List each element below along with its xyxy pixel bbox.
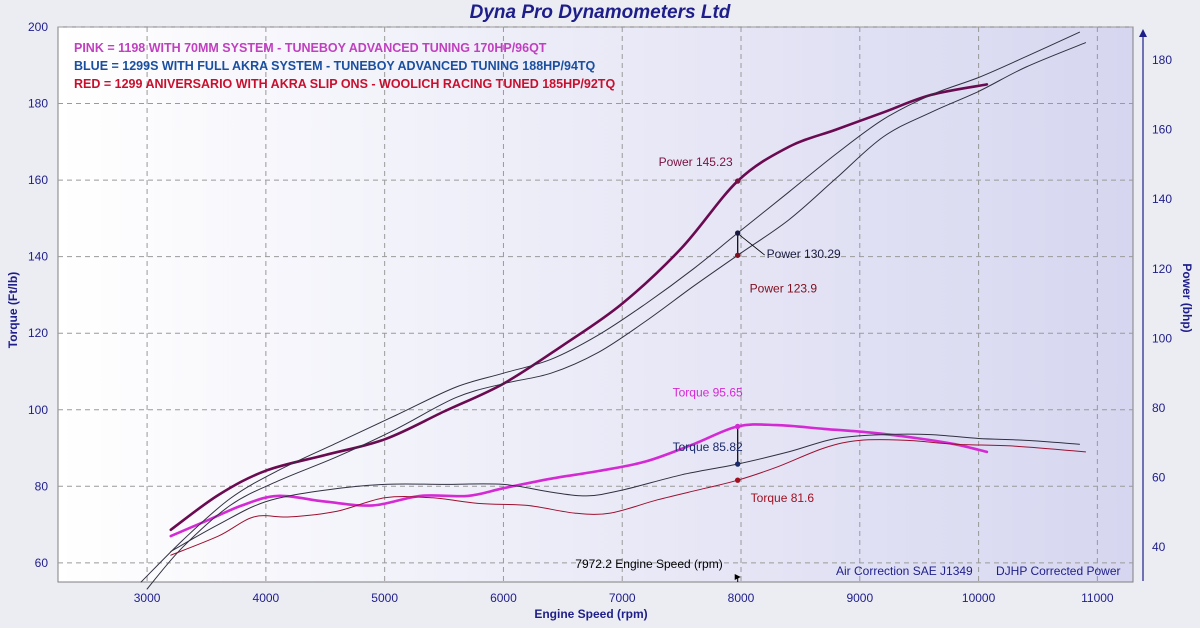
x-tick-label: 7000 <box>609 591 636 605</box>
x-tick-label: 5000 <box>371 591 398 605</box>
y-axis-left-label: Torque (Ft/lb) <box>6 272 20 348</box>
cursor: 7972.2 Engine Speed (rpm) <box>575 233 741 582</box>
series-line-red-power <box>146 42 1086 590</box>
marker-dot <box>734 178 741 184</box>
marker-dot <box>734 423 741 430</box>
y-left-tick-label: 100 <box>28 403 48 417</box>
y-left-tick-label: 160 <box>28 173 48 187</box>
marker-leader <box>739 234 765 256</box>
y-left-tick-label: 180 <box>28 97 48 111</box>
marker-dot <box>734 230 741 236</box>
y-right-tick-label: 40 <box>1152 540 1166 554</box>
x-tick-label: 11000 <box>1081 591 1114 605</box>
footer-air-correction: Air Correction SAE J1349 <box>836 564 973 578</box>
marker-label: Power 123.9 <box>750 281 818 295</box>
cursor-label: 7972.2 Engine Speed (rpm) <box>575 557 722 571</box>
legend-entry-blue: BLUE = 1299S WITH FULL AKRA SYSTEM - TUN… <box>74 59 596 73</box>
marker-dot <box>734 477 741 483</box>
y-right-tick-label: 100 <box>1152 331 1172 345</box>
axis-ticks: 3000 4000 5000 6000 7000 8000 9000 10000 11000 60… <box>28 20 1172 605</box>
marker-label: Power 145.23 <box>659 155 733 169</box>
x-tick-label: 9000 <box>846 591 873 605</box>
y-left-tick-label: 120 <box>28 326 48 340</box>
x-axis-label: Engine Speed (rpm) <box>534 607 647 621</box>
plot-area <box>57 26 1134 583</box>
footer-corrected-power: DJHP Corrected Power <box>996 564 1121 578</box>
marker-label: Power 130.29 <box>767 247 841 261</box>
y-right-tick-label: 80 <box>1152 401 1166 415</box>
marker-dot <box>734 252 741 258</box>
marker-label: Torque 95.65 <box>673 385 743 399</box>
x-tick-label: 10000 <box>962 591 996 605</box>
y-right-tick-label: 180 <box>1152 53 1172 67</box>
y-axis-right-label: Power (bhp) <box>1180 263 1194 332</box>
series-curves <box>140 31 1086 590</box>
legend-entry-red: RED = 1299 ANIVERSARIO WITH AKRA SLIP ON… <box>74 77 615 91</box>
y-right-tick-label: 120 <box>1152 262 1172 276</box>
y-left-tick-label: 140 <box>28 250 48 264</box>
y-left-tick-label: 200 <box>28 20 48 34</box>
chart-title: Dyna Pro Dynamometers Ltd <box>470 2 731 23</box>
x-tick-label: 8000 <box>728 591 755 605</box>
x-tick-label: 6000 <box>490 591 517 605</box>
marker-label: Torque 85.82 <box>673 440 743 454</box>
series-line-pink-power <box>169 83 989 532</box>
series-line-red-torque <box>170 439 1086 556</box>
y-right-tick-label: 160 <box>1152 123 1172 137</box>
y-right-tick-label: 140 <box>1152 192 1172 206</box>
x-tick-label: 4000 <box>253 591 280 605</box>
marker-label: Torque 81.6 <box>751 491 815 505</box>
series-line-blue-torque <box>170 433 1080 552</box>
series-line-blue-power <box>140 31 1080 583</box>
marker-dot <box>734 461 741 467</box>
y-left-tick-label: 80 <box>35 479 49 493</box>
y-left-tick-label: 60 <box>35 556 49 570</box>
cursor-pointer <box>734 574 741 580</box>
legend-entry-pink: PINK = 1198 WITH 70MM SYSTEM - TUNEBOY A… <box>74 41 547 55</box>
series-line-pink-torque <box>169 423 989 538</box>
x-tick-label: 3000 <box>134 591 161 605</box>
markers: Torque 95.65 Power 145.23 Torque 85.82 Powe… <box>659 155 841 505</box>
right-axis-arrow <box>1139 29 1147 37</box>
y-right-tick-label: 60 <box>1152 471 1166 485</box>
